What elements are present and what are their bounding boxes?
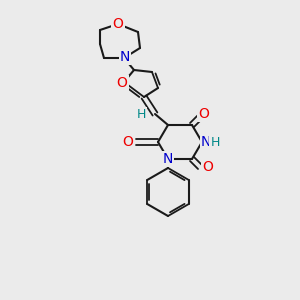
Text: O: O [202, 160, 213, 174]
Text: H: H [210, 136, 220, 148]
Text: N: N [163, 152, 173, 166]
Text: O: O [199, 107, 209, 121]
Text: H: H [136, 107, 146, 121]
Text: O: O [112, 17, 123, 31]
Text: O: O [123, 135, 134, 149]
Text: O: O [117, 76, 128, 90]
Text: N: N [120, 50, 130, 64]
Text: N: N [201, 135, 211, 149]
